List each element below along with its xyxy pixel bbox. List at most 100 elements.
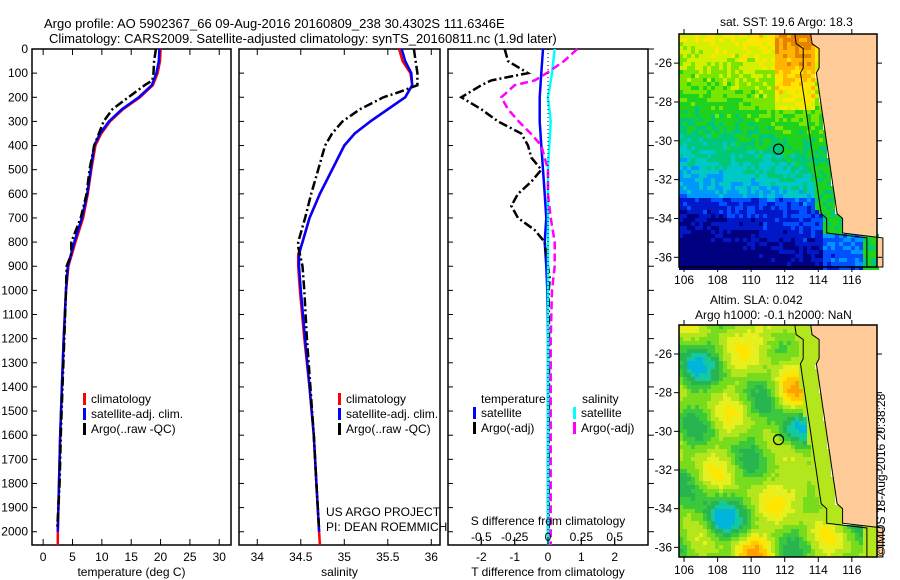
map-cell: [715, 505, 719, 509]
map-cell: [687, 226, 691, 230]
map-cell: [715, 206, 719, 210]
map-cell: [687, 545, 691, 549]
map-cell: [775, 250, 779, 254]
map-cell: [747, 158, 751, 162]
map-cell: [691, 353, 695, 357]
map-cell: [727, 242, 731, 246]
map-cell: [815, 266, 819, 270]
map-cell: [819, 469, 823, 473]
map-cell: [803, 158, 807, 162]
map-cell: [683, 54, 687, 58]
map-cell: [763, 34, 767, 38]
map-cell: [767, 537, 771, 541]
map-cell: [683, 393, 687, 397]
map-cell: [679, 445, 683, 449]
map-cell: [715, 485, 719, 489]
map-cell: [715, 441, 719, 445]
map-cell: [827, 541, 831, 545]
map-cell: [715, 86, 719, 90]
map-cell: [723, 553, 727, 557]
map-cell: [811, 461, 815, 465]
map-cell: [759, 381, 763, 385]
map-cell: [763, 381, 767, 385]
map-cell: [807, 162, 811, 166]
map-cell: [687, 162, 691, 166]
map-cell: [699, 82, 703, 86]
map-cell: [739, 525, 743, 529]
map-cell: [731, 353, 735, 357]
map-cell: [835, 218, 839, 222]
map-cell: [779, 545, 783, 549]
map-cell: [775, 122, 779, 126]
map-cell: [791, 218, 795, 222]
map-cell: [791, 469, 795, 473]
map-cell: [783, 130, 787, 134]
map-cell: [723, 126, 727, 130]
map-cell: [859, 553, 863, 557]
map-cell: [707, 477, 711, 481]
map-cell: [839, 541, 843, 545]
map-cell: [755, 465, 759, 469]
map-cell: [759, 202, 763, 206]
map-cell: [815, 146, 819, 150]
map-cell: [763, 114, 767, 118]
map-cell: [759, 461, 763, 465]
map-cell: [799, 533, 803, 537]
map-cell: [691, 70, 695, 74]
map-cell: [691, 541, 695, 545]
map-cell: [755, 541, 759, 545]
map-cell: [775, 449, 779, 453]
map-cell: [751, 174, 755, 178]
map-cell: [699, 505, 703, 509]
map-cell: [699, 349, 703, 353]
map-cell: [739, 190, 743, 194]
map-cell: [679, 345, 683, 349]
map-cell: [747, 509, 751, 513]
map-cell: [783, 337, 787, 341]
map-cell: [815, 553, 819, 557]
map-cell: [699, 553, 703, 557]
map-cell: [731, 70, 735, 74]
map-cell: [803, 501, 807, 505]
map-cell: [779, 222, 783, 226]
sla-map-title: Altim. SLA: 0.042: [710, 293, 803, 307]
map-cell: [751, 222, 755, 226]
legend-sdiff-label: Argo(-adj): [581, 421, 634, 435]
map-cell: [755, 453, 759, 457]
map-cell: [751, 373, 755, 377]
map-cell: [759, 525, 763, 529]
map-cell: [791, 94, 795, 98]
map-cell: [699, 465, 703, 469]
map-cell: [715, 170, 719, 174]
map-cell: [719, 66, 723, 70]
map-cell: [819, 549, 823, 553]
map-cell: [795, 325, 799, 329]
map-cell: [779, 102, 783, 106]
map-cell: [827, 230, 831, 234]
map-cell: [763, 553, 767, 557]
map-cell: [695, 54, 699, 58]
map-cell: [711, 513, 715, 517]
legend-sdiff-swatch: [573, 422, 576, 434]
map-cell: [799, 90, 803, 94]
map-cell: [691, 230, 695, 234]
map-cell: [799, 162, 803, 166]
map-cell: [791, 70, 795, 74]
map-cell: [711, 365, 715, 369]
map-cell: [819, 473, 823, 477]
map-cell: [771, 222, 775, 226]
map-cell: [711, 218, 715, 222]
map-cell: [723, 421, 727, 425]
map-cell: [799, 405, 803, 409]
map-cell: [711, 258, 715, 262]
map-cell: [711, 497, 715, 501]
map-cell: [747, 254, 751, 258]
map-cell: [695, 182, 699, 186]
map-cell: [779, 365, 783, 369]
map-cell: [743, 142, 747, 146]
map-cell: [803, 162, 807, 166]
map-cell: [759, 513, 763, 517]
map-cell: [723, 222, 727, 226]
map-cell: [815, 50, 819, 54]
map-cell: [731, 134, 735, 138]
